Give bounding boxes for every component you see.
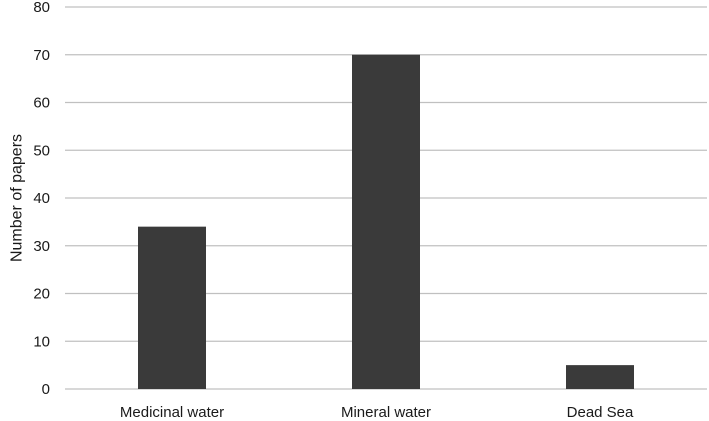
y-axis-title: Number of papers [9, 134, 26, 262]
x-axis-category-labels: Medicinal water Mineral water Dead Sea [120, 404, 634, 421]
y-tick-label: 80 [33, 0, 50, 16]
y-tick-label: 60 [33, 95, 50, 112]
x-category-label: Mineral water [341, 404, 431, 421]
bar-dead-sea [566, 365, 634, 389]
x-category-label: Dead Sea [567, 404, 634, 421]
bars [138, 54, 634, 389]
x-category-label: Medicinal water [120, 404, 224, 421]
y-axis-tick-labels: 0 10 20 30 40 50 60 70 80 [33, 0, 50, 398]
y-tick-label: 50 [33, 142, 50, 159]
y-tick-label: 30 [33, 238, 50, 255]
y-tick-label: 70 [33, 47, 50, 64]
y-tick-label: 10 [33, 333, 50, 350]
bar-mineral-water [352, 54, 420, 389]
y-tick-label: 40 [33, 190, 50, 207]
y-tick-label: 0 [42, 381, 50, 398]
y-tick-label: 20 [33, 286, 50, 303]
bar-medicinal-water [138, 226, 206, 389]
